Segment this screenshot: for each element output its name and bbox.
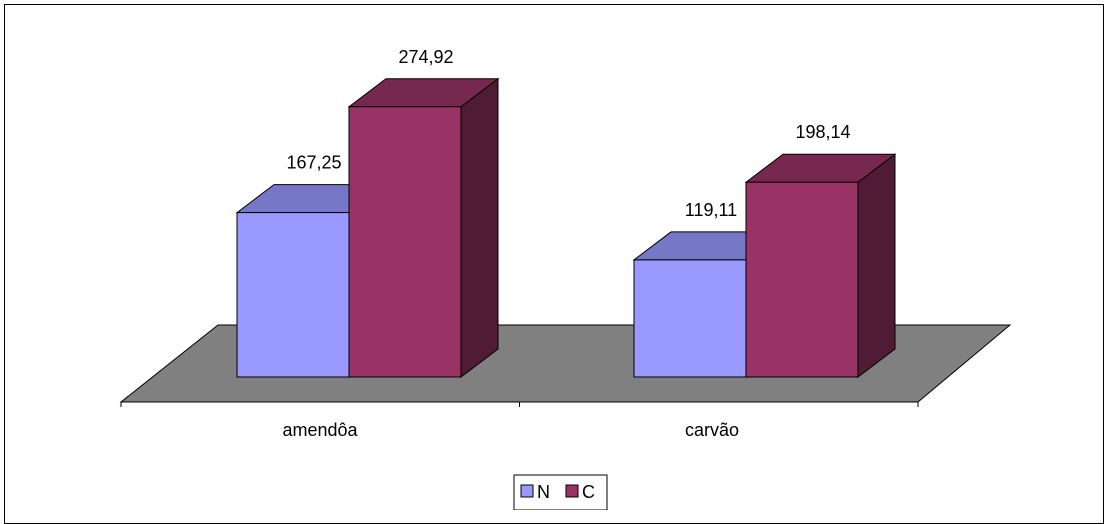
data-label: 198,14 [795,122,850,142]
legend-swatch-C [565,484,579,498]
bar-side [460,77,499,379]
data-label: 167,25 [286,153,341,173]
bar-side [857,153,896,379]
data-label: 274,92 [398,47,453,67]
legend-swatch-N [520,484,534,498]
category-label: carvão [685,420,739,440]
bar-N-1 [633,259,747,378]
category-label: amendôa [282,420,358,440]
bar-C-1 [745,181,859,378]
legend-label: C [582,482,595,502]
bar-N-0 [236,212,350,378]
legend-label: N [537,482,550,502]
bar-C-0 [348,106,462,378]
bar-chart: amendôa carvão 167,25 274,92 119,11 198,14 N C [119,47,1012,510]
data-label: 119,11 [685,200,737,220]
